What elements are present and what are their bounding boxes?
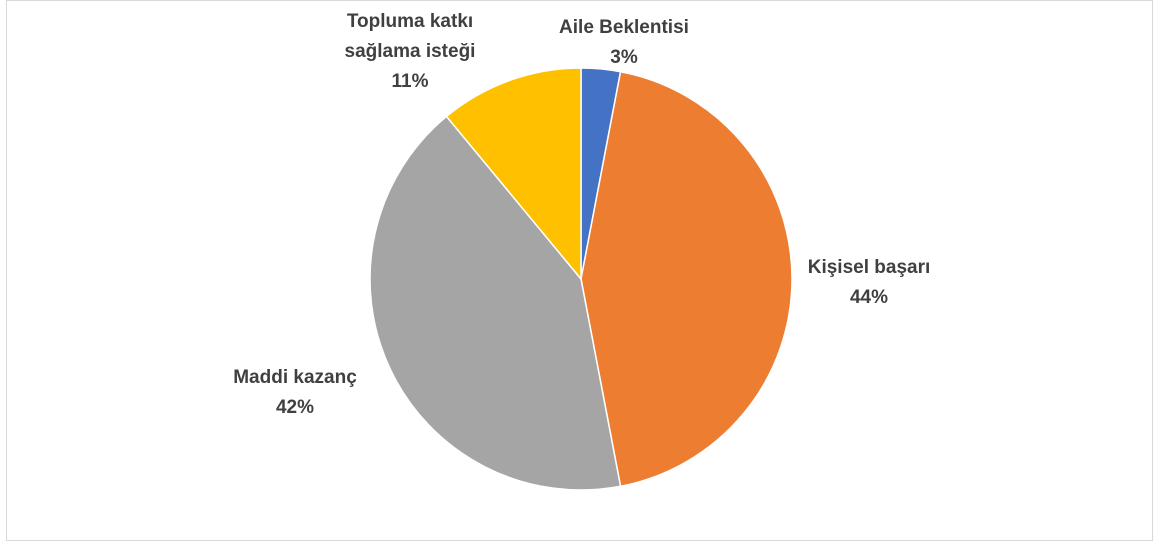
value-label: 42% — [275, 397, 315, 418]
category-label: Topluma katkı sağlama isteği — [344, 11, 476, 62]
value-label: 11% — [391, 71, 429, 92]
pie-slice — [580, 70, 793, 488]
category-label: Aile Beklentisi — [559, 17, 689, 38]
data-label: Maddi kazanç 42% — [195, 363, 395, 423]
category-label: Maddi kazanç — [233, 367, 357, 388]
pie-slice — [369, 115, 622, 491]
value-label: 3% — [610, 47, 638, 68]
data-label: Kişisel başarı 44% — [769, 253, 969, 313]
data-label: Aile Beklentisi 3% — [524, 13, 724, 73]
value-label: 44% — [849, 287, 889, 308]
category-label: Kişisel başarı — [807, 257, 931, 278]
data-label: Topluma katkı sağlama isteği 11% — [315, 7, 505, 97]
pie-slice — [445, 67, 582, 282]
